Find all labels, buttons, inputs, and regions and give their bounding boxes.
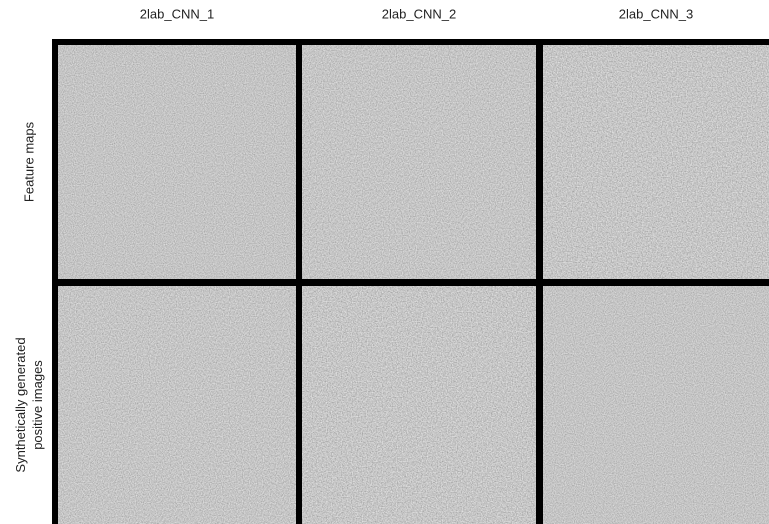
image-panel [543,45,769,279]
column-header: 2lab_CNN_2 [382,6,456,21]
page: {"columns": ["2lab_CNN_1", "2lab_CNN_2",… [0,0,769,524]
row-label: Synthetically generated [13,337,28,472]
image-panel [302,286,536,524]
row-label: positive images [30,360,45,450]
row-label: Feature maps [21,121,36,202]
column-header: 2lab_CNN_3 [619,6,693,21]
image-panel [543,286,769,524]
image-panel [302,45,536,279]
image-panel [58,45,296,279]
image-panel [58,286,296,524]
column-header: 2lab_CNN_1 [140,6,214,21]
figure: 2lab_CNN_1 2lab_CNN_2 2lab_CNN_3 Feature ma… [0,0,769,524]
